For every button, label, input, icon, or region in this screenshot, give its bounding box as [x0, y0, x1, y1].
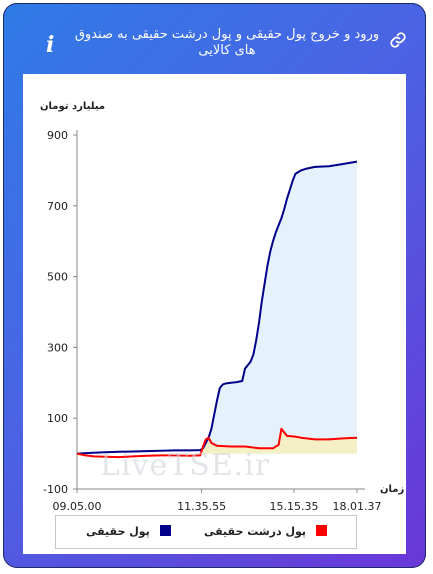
- big-money-area: [200, 428, 357, 456]
- legend-item-real-money[interactable]: پول حقیقی: [86, 525, 171, 538]
- y-tick-label: 700: [47, 200, 68, 213]
- legend: پول حقیقی پول درشت حقیقی: [55, 515, 357, 549]
- x-axis-label: زمان: [380, 484, 404, 495]
- legend-item-big-money[interactable]: پول درشت حقیقی: [204, 525, 327, 538]
- info-icon[interactable]: i: [46, 32, 55, 58]
- link-icon[interactable]: [389, 31, 407, 49]
- x-tick-label: 15.15.35: [270, 500, 319, 513]
- y-tick-label: 500: [47, 271, 68, 284]
- legend-label-big-money: پول درشت حقیقی: [204, 525, 307, 538]
- y-axis-label: میلیارد تومان: [40, 101, 105, 112]
- real-money-area: [200, 161, 357, 454]
- x-tick-label: 18.01.37: [333, 500, 382, 513]
- watermark: LiveTSE.ir: [100, 448, 271, 483]
- big-money-line: [76, 427, 358, 459]
- legend-label-real-money: پول حقیقی: [86, 525, 150, 538]
- legend-swatch-big-money: [315, 525, 327, 536]
- x-tick-label: 11.35.55: [177, 500, 226, 513]
- y-tick-label: 900: [47, 129, 68, 142]
- real-money-line: [76, 160, 358, 455]
- y-tick-label: -100: [43, 483, 68, 496]
- legend-swatch-real-money: [159, 525, 171, 536]
- chart-title: ورود و خروج پول حقیقی و پول درشت حقیقی ب…: [74, 27, 380, 58]
- card-header: i ورود و خروج پول حقیقی و پول درشت حقیقی…: [17, 15, 412, 73]
- y-tick-label: 100: [47, 412, 68, 425]
- x-tick-label: 09.05.00: [53, 500, 102, 513]
- y-tick-label: 300: [47, 341, 68, 354]
